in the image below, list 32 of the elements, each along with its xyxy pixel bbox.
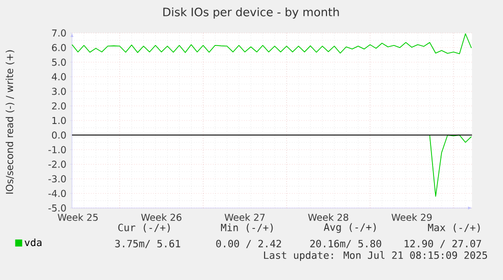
- text: Avg (-/+): [324, 223, 376, 233]
- text: Cur (-/+): [118, 224, 170, 232]
- y-tick-label: 7.0: [52, 29, 66, 37]
- text: 12.90 / 27.07: [404, 240, 482, 248]
- y-tick-label: 4.0: [52, 73, 66, 80]
- x-tick-label: Week 27: [224, 214, 265, 221]
- y-tick-label: -5.0: [48, 204, 66, 212]
- text: 20.16m/ 5.80: [310, 240, 382, 248]
- x-tick-label: Week 26: [141, 214, 182, 221]
- y-tick-label: -4.0: [48, 190, 66, 198]
- line-series: [72, 33, 472, 54]
- line-series: [429, 134, 472, 197]
- y-tick-label: -1.0: [48, 146, 66, 154]
- text: Max (-/+): [428, 224, 480, 232]
- y-tick-label: -2.0: [48, 160, 66, 168]
- legend-label: vda: [24, 238, 42, 246]
- y-tick-label: 6.0: [52, 44, 66, 52]
- y-tick-label: -3.0: [48, 175, 66, 182]
- y-tick-label: 0.0: [52, 131, 66, 139]
- y-tick-label: 2.0: [52, 102, 66, 110]
- x-tick-label: Week 29: [392, 214, 432, 221]
- text: Last update: Mon Jul 21 08:15:09 2025: [264, 251, 487, 261]
- y-tick-label: 3.0: [52, 88, 66, 95]
- y-tick-label: 5.0: [52, 58, 66, 66]
- text: Min (-/+): [221, 224, 273, 232]
- y-axis-title: IOs/second read (-) / write (+): [6, 50, 14, 194]
- x-tick-label: Week 25: [58, 214, 98, 221]
- y-tick-label: 1.0: [52, 116, 66, 124]
- text: 3.75m/ 5.61: [115, 240, 180, 248]
- text: 0.00 / 2.42: [216, 240, 281, 248]
- chart-title: Disk IOs per device - by month: [163, 7, 339, 19]
- x-tick-label: Week 28: [308, 214, 348, 221]
